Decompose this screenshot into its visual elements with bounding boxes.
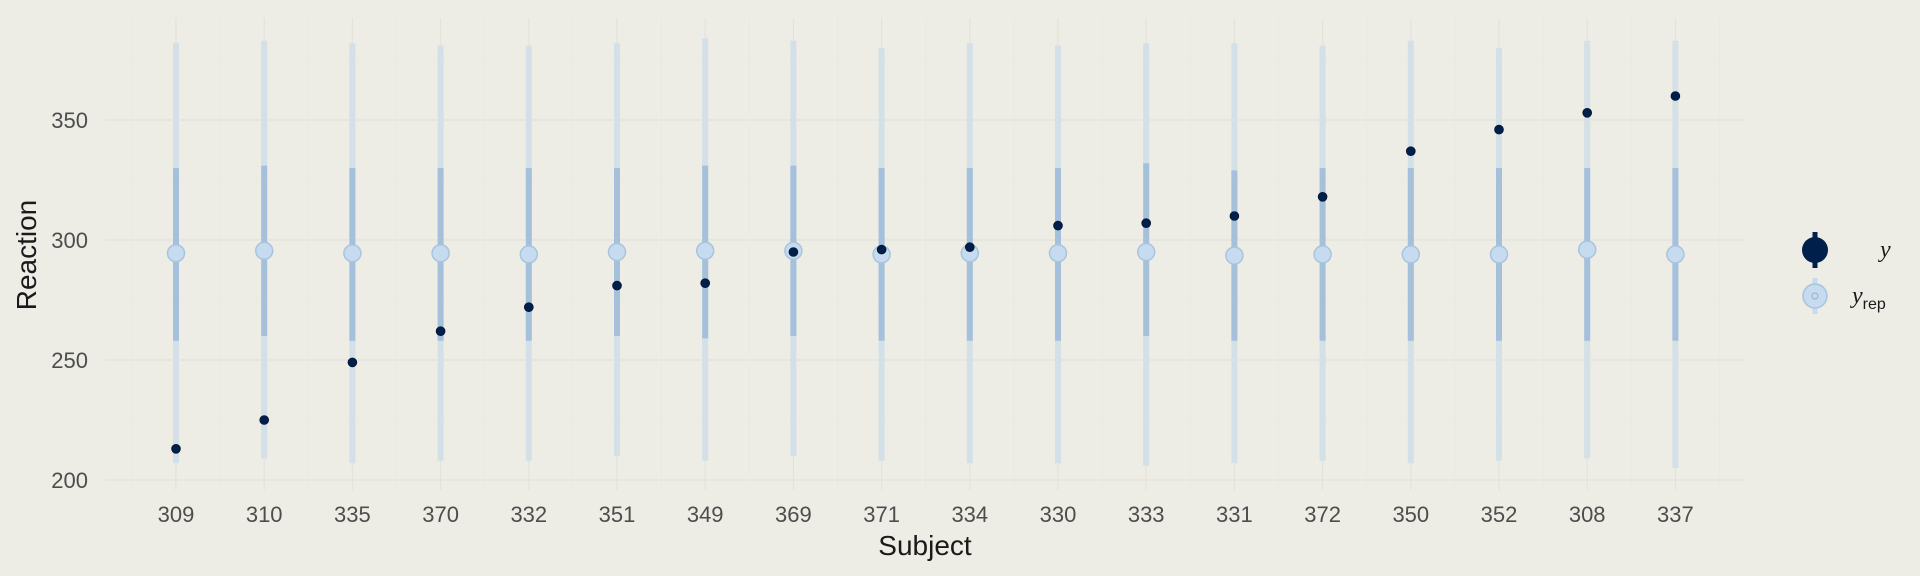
- legend-y-symbol: [1802, 237, 1828, 263]
- y-axis-ticks: 200 250 300 350: [51, 108, 88, 493]
- x-tick-label: 334: [951, 502, 988, 527]
- x-tick-label: 310: [246, 502, 283, 527]
- x-tick-label: 330: [1040, 502, 1077, 527]
- observed-point: [964, 242, 975, 252]
- observed-points: [171, 91, 1681, 454]
- x-tick-label: 369: [775, 502, 812, 527]
- y-tick-label: 250: [51, 348, 88, 373]
- legend-yrep-dot: [1811, 292, 1819, 300]
- yrep-median-point: [1401, 245, 1421, 264]
- observed-point: [1229, 211, 1240, 221]
- x-tick-label: 333: [1128, 502, 1165, 527]
- observed-point: [1582, 108, 1592, 118]
- x-tick-label: 331: [1216, 502, 1253, 527]
- x-tick-label: 337: [1657, 502, 1694, 527]
- y-tick-label: 300: [51, 228, 88, 253]
- y-axis-title: Reaction: [11, 200, 42, 311]
- yrep-median-point: [254, 241, 274, 261]
- observed-point: [347, 357, 358, 368]
- observed-point: [1406, 146, 1416, 156]
- observed-point: [523, 302, 534, 313]
- observed-point: [1494, 124, 1504, 135]
- y-tick-label: 200: [51, 468, 88, 493]
- observed-point: [700, 278, 711, 289]
- legend-item-y: y: [1802, 232, 1891, 268]
- legend: y yrep: [1802, 232, 1891, 314]
- yrep-medians: [166, 240, 1685, 265]
- yrep-median-point: [343, 243, 362, 263]
- yrep-median-point: [1225, 246, 1244, 265]
- x-tick-label: 371: [863, 502, 900, 527]
- yrep-median-point: [1136, 242, 1156, 262]
- observed-point: [788, 247, 799, 257]
- legend-yrep-label-sub: rep: [1863, 296, 1886, 313]
- x-tick-label: 308: [1569, 502, 1606, 527]
- yrep-median-point: [519, 245, 539, 264]
- observed-point: [876, 244, 887, 255]
- yrep-median-point: [1489, 245, 1509, 264]
- legend-item-yrep: yrep: [1802, 278, 1886, 314]
- x-tick-label: 335: [334, 502, 371, 527]
- x-axis-ticks: 309 310 335 370 332 351 349 369 371 334 330 333 331 3…: [158, 502, 1694, 527]
- yrep-median-point: [695, 241, 715, 261]
- legend-yrep-symbol: [1802, 283, 1828, 309]
- x-tick-label: 351: [599, 502, 636, 527]
- yrep-median-point: [1313, 245, 1332, 264]
- x-tick-label: 349: [687, 502, 724, 527]
- legend-yrep-label-main: y: [1850, 283, 1863, 309]
- x-axis-title: Subject: [878, 530, 972, 561]
- yrep-median-point: [1577, 240, 1597, 259]
- x-tick-label: 370: [422, 502, 459, 527]
- yrep-median-point: [607, 242, 627, 262]
- x-tick-label: 309: [158, 502, 195, 527]
- x-tick-label: 372: [1304, 502, 1341, 527]
- x-tick-label: 332: [510, 502, 547, 527]
- observed-point: [1141, 218, 1151, 228]
- yrep-median-point: [166, 243, 186, 263]
- observed-point: [435, 326, 446, 337]
- observed-point: [171, 443, 181, 454]
- x-tick-label: 352: [1481, 502, 1518, 527]
- yrep-median-point: [431, 243, 450, 263]
- observed-point: [259, 415, 270, 425]
- observed-point: [1053, 220, 1063, 231]
- y-tick-label: 350: [51, 108, 88, 133]
- yrep-median-point: [1666, 245, 1685, 264]
- x-tick-label: 350: [1392, 502, 1429, 527]
- observed-point: [1317, 192, 1328, 202]
- observed-point: [612, 280, 622, 291]
- yrep-median-point: [1048, 243, 1068, 263]
- legend-yrep-label: yrep: [1850, 283, 1886, 313]
- legend-y-label: y: [1878, 237, 1891, 263]
- observed-point: [1670, 91, 1681, 101]
